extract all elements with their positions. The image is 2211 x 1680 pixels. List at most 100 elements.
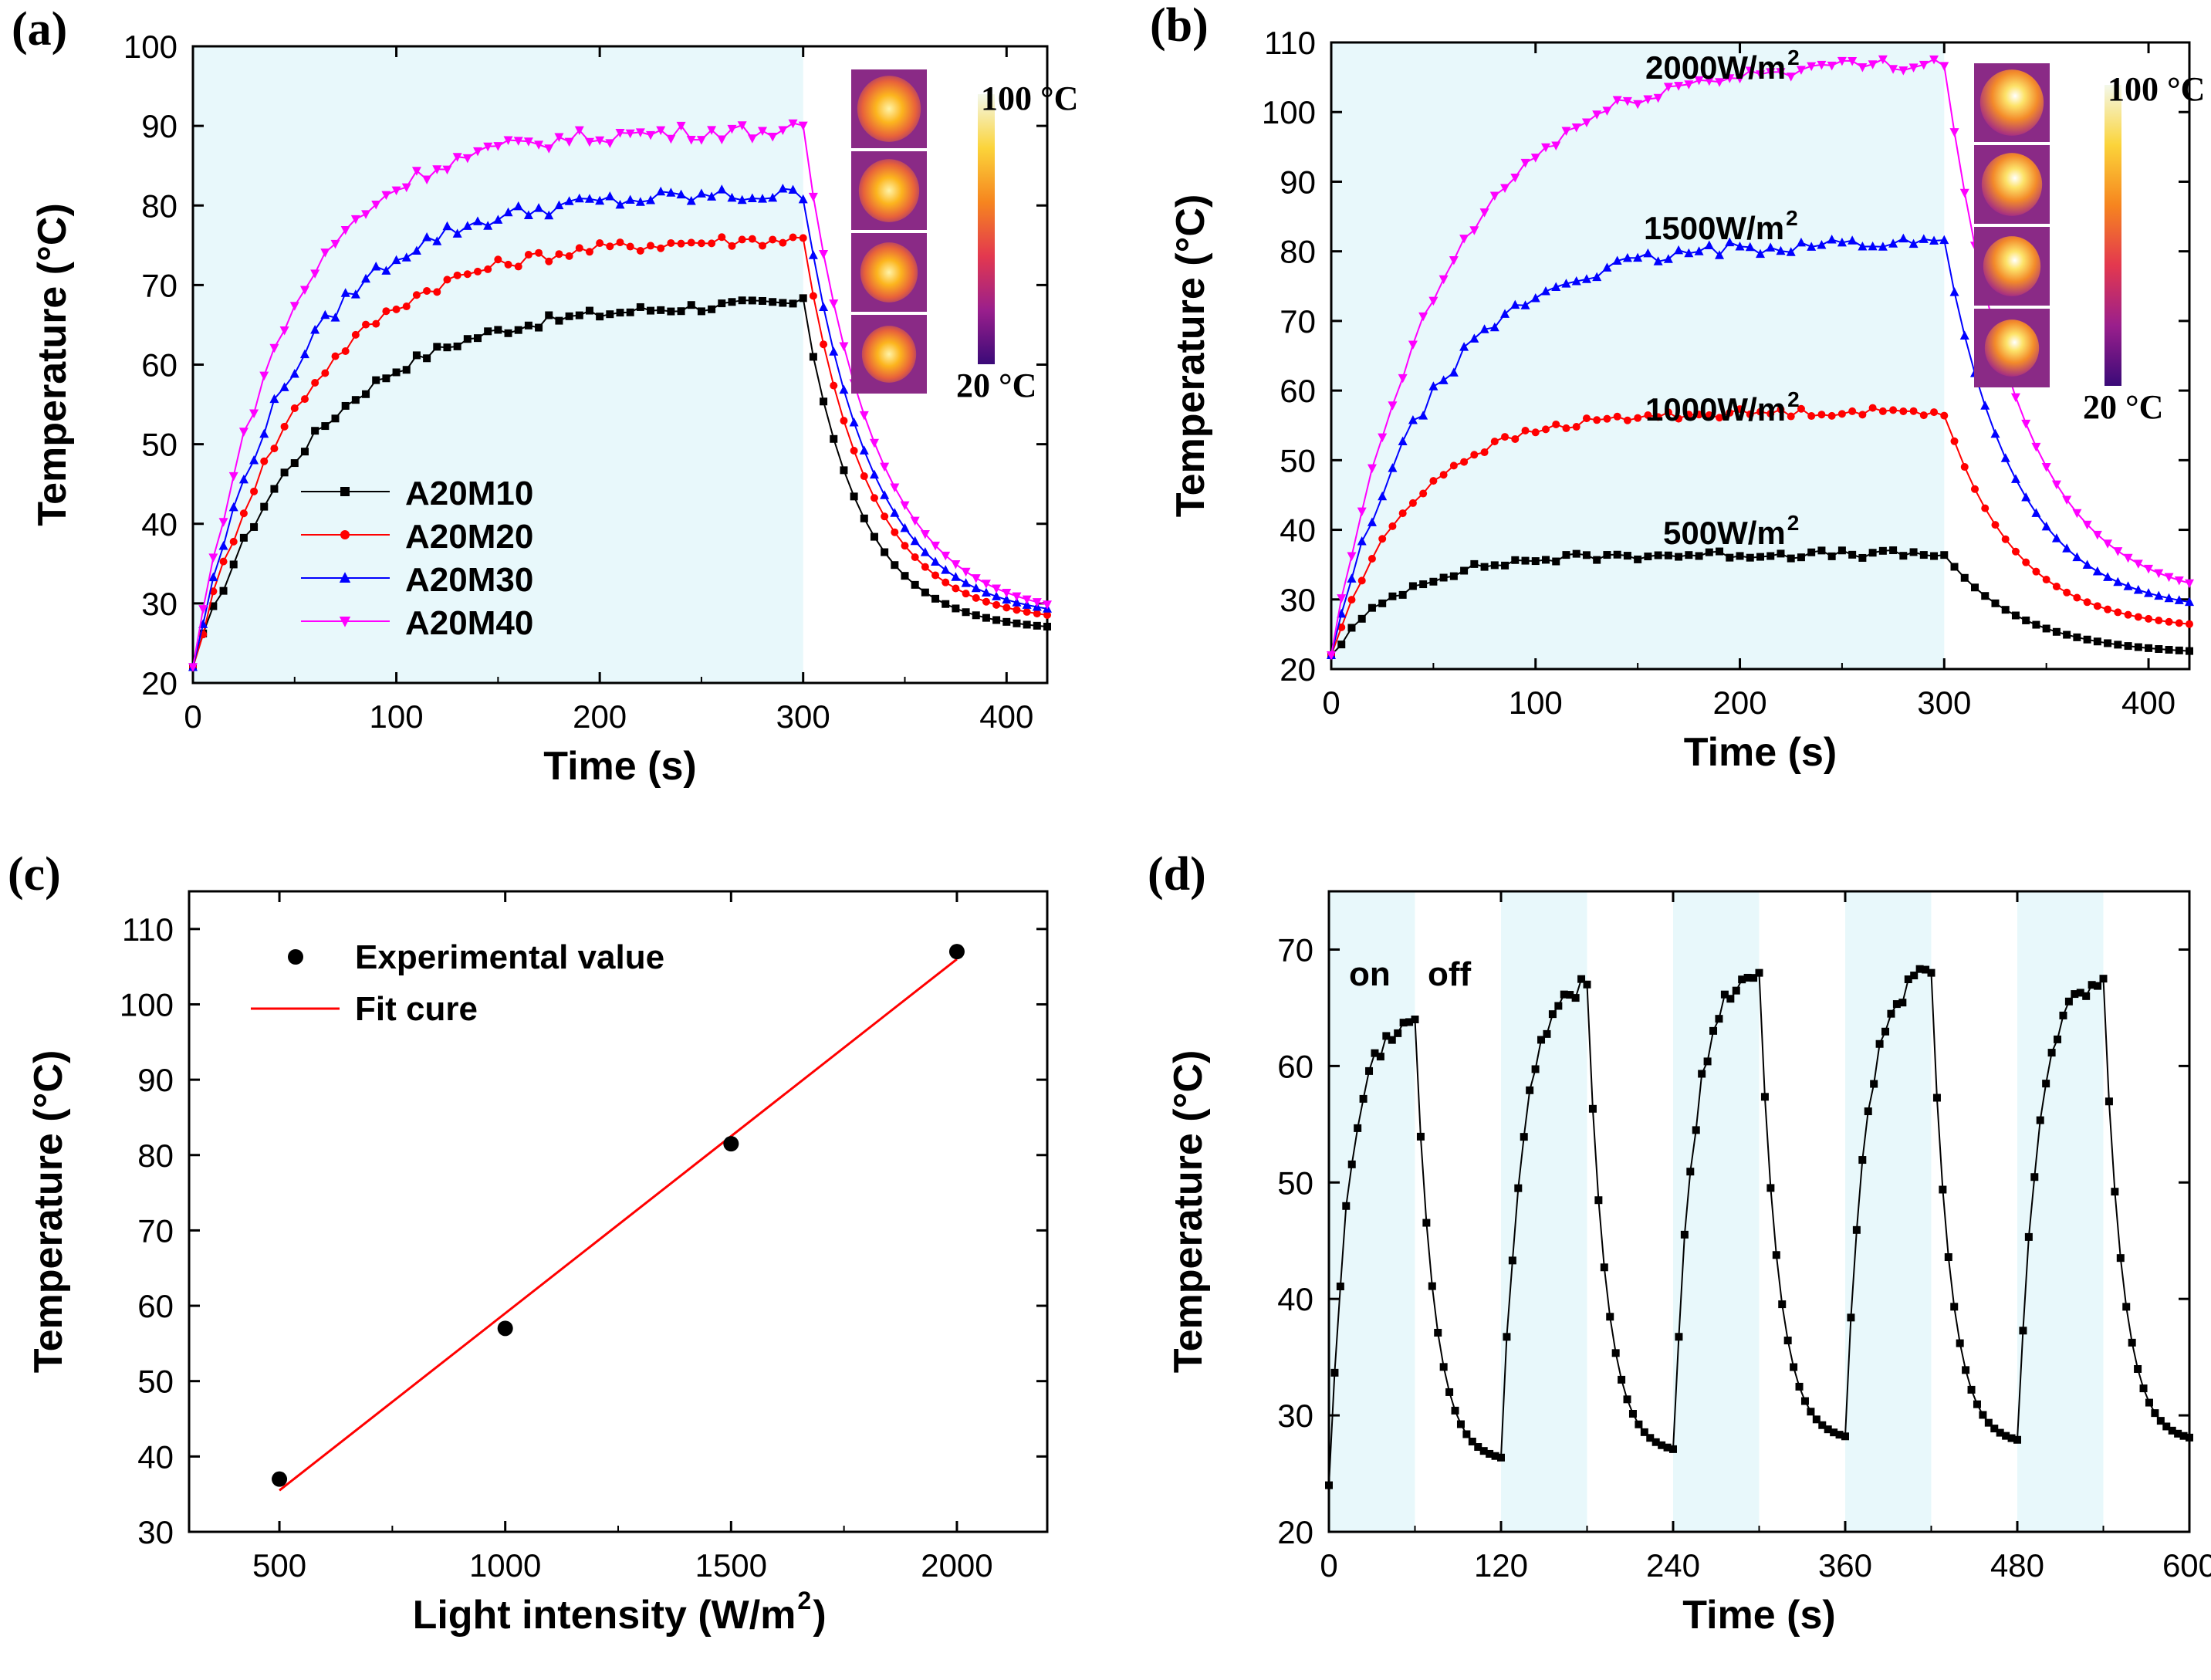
data-point bbox=[411, 167, 421, 176]
data-point bbox=[595, 195, 605, 205]
data-point bbox=[1939, 1185, 1947, 1194]
data-point bbox=[574, 193, 584, 203]
data-point bbox=[2032, 620, 2040, 629]
data-point bbox=[2024, 1232, 2033, 1241]
data-point bbox=[1634, 555, 1642, 563]
data-point bbox=[463, 270, 472, 279]
data-point bbox=[769, 298, 777, 306]
data-point bbox=[1776, 68, 1786, 77]
data-point bbox=[2133, 559, 2143, 569]
data-point bbox=[1033, 621, 1041, 630]
data-point bbox=[279, 326, 289, 336]
data-point bbox=[2001, 606, 2010, 614]
data-point bbox=[2031, 508, 2041, 517]
data-point bbox=[1554, 1002, 1563, 1010]
legend-marker-experimental bbox=[288, 949, 303, 965]
data-point bbox=[1603, 551, 1611, 559]
data-point bbox=[686, 195, 696, 205]
data-point bbox=[2010, 474, 2020, 483]
data-point bbox=[1915, 965, 1924, 973]
data-point bbox=[1899, 407, 1908, 415]
data-point bbox=[1956, 1339, 1964, 1347]
data-point bbox=[961, 567, 971, 577]
data-point bbox=[289, 302, 299, 311]
data-point bbox=[1777, 405, 1785, 414]
data-point bbox=[2122, 1303, 2131, 1311]
data-point bbox=[270, 445, 279, 453]
data-point bbox=[1680, 1230, 1689, 1239]
data-point bbox=[809, 353, 817, 361]
data-point bbox=[564, 137, 574, 147]
data-point bbox=[250, 487, 259, 495]
data-point bbox=[1602, 262, 1612, 272]
data-point bbox=[1633, 100, 1643, 110]
data-point bbox=[686, 135, 696, 145]
legend-label: Fit cure bbox=[355, 990, 478, 1028]
data-point bbox=[555, 250, 563, 259]
data-point bbox=[1622, 96, 1632, 106]
data-point bbox=[911, 580, 919, 589]
data-point bbox=[362, 390, 370, 398]
data-point bbox=[289, 368, 299, 378]
data-point bbox=[452, 228, 462, 238]
data-point bbox=[514, 326, 522, 334]
data-point bbox=[228, 502, 238, 512]
temperature-colorbar bbox=[978, 94, 995, 364]
data-point bbox=[1824, 1425, 1832, 1434]
experimental-point bbox=[723, 1136, 739, 1152]
data-point bbox=[1777, 549, 1785, 558]
data-point bbox=[1817, 411, 1826, 419]
data-point bbox=[1919, 60, 1929, 70]
data-point bbox=[1439, 471, 1448, 479]
data-point bbox=[1398, 509, 1407, 518]
data-point bbox=[1572, 423, 1580, 431]
data-point bbox=[2133, 584, 2143, 594]
data-point bbox=[992, 616, 1001, 624]
data-point bbox=[1725, 237, 1735, 247]
x-tick-label: 0 bbox=[184, 698, 201, 735]
data-point bbox=[2145, 644, 2153, 652]
data-point bbox=[829, 299, 839, 309]
temperature-colorbar bbox=[2105, 85, 2121, 386]
data-point bbox=[1664, 551, 1672, 559]
data-point bbox=[1582, 551, 1591, 559]
data-point bbox=[728, 298, 736, 306]
data-point bbox=[311, 378, 319, 387]
data-point bbox=[2154, 569, 2164, 579]
data-point bbox=[340, 530, 350, 539]
data-point bbox=[2124, 610, 2132, 619]
data-point bbox=[2041, 521, 2051, 531]
data-point bbox=[2022, 558, 2030, 566]
data-point bbox=[1552, 557, 1560, 566]
data-point bbox=[1521, 556, 1530, 565]
data-point bbox=[635, 197, 645, 206]
x-tick-label: 200 bbox=[1712, 685, 1766, 721]
data-point bbox=[1807, 548, 1816, 556]
data-point bbox=[1674, 82, 1684, 91]
data-point bbox=[2052, 583, 2061, 591]
data-point bbox=[1797, 404, 1805, 413]
data-point bbox=[615, 129, 625, 138]
data-point bbox=[616, 309, 624, 317]
data-point bbox=[901, 572, 909, 580]
data-point bbox=[696, 136, 706, 145]
data-point bbox=[1756, 407, 1764, 416]
data-point bbox=[1419, 580, 1428, 589]
data-point bbox=[320, 248, 330, 258]
series-annotation: 2000W/m bbox=[1645, 49, 1786, 86]
data-point bbox=[2002, 1432, 2010, 1440]
data-point bbox=[1560, 990, 1568, 999]
data-point bbox=[737, 194, 747, 205]
data-point bbox=[1786, 73, 1796, 82]
data-point bbox=[1698, 1070, 1706, 1078]
data-point bbox=[494, 255, 502, 264]
data-point bbox=[1870, 1080, 1878, 1088]
data-point bbox=[2134, 643, 2142, 651]
data-point bbox=[545, 257, 553, 265]
data-point bbox=[1653, 93, 1663, 103]
fit-line bbox=[279, 958, 958, 1492]
data-point bbox=[2151, 1409, 2159, 1418]
light-on-region bbox=[1331, 42, 1945, 669]
x-tick-label: 240 bbox=[1646, 1547, 1700, 1584]
data-point bbox=[2072, 509, 2082, 519]
